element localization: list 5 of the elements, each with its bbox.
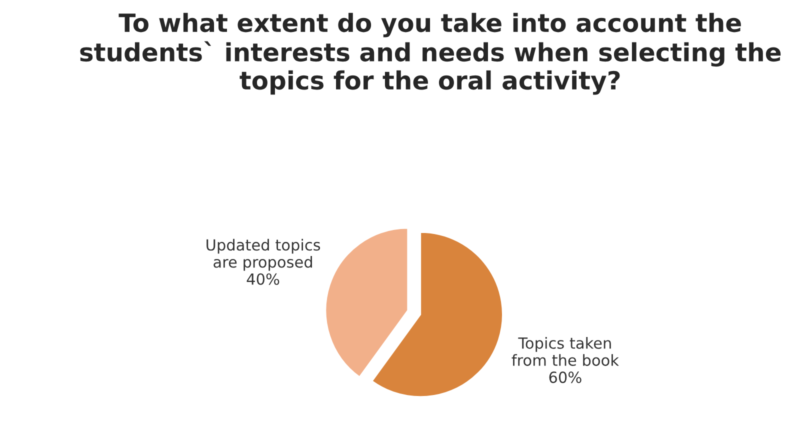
slice-label: Updated topics are proposed [206,238,320,271]
data-label: 40% [246,273,280,285]
data-label: 60% [549,372,582,384]
slice-label: Topics taken from the book [512,337,619,366]
chart-title: To what extent do you take into account the students` interests and needs when selecting the topics for the oral activity? [80,12,781,95]
